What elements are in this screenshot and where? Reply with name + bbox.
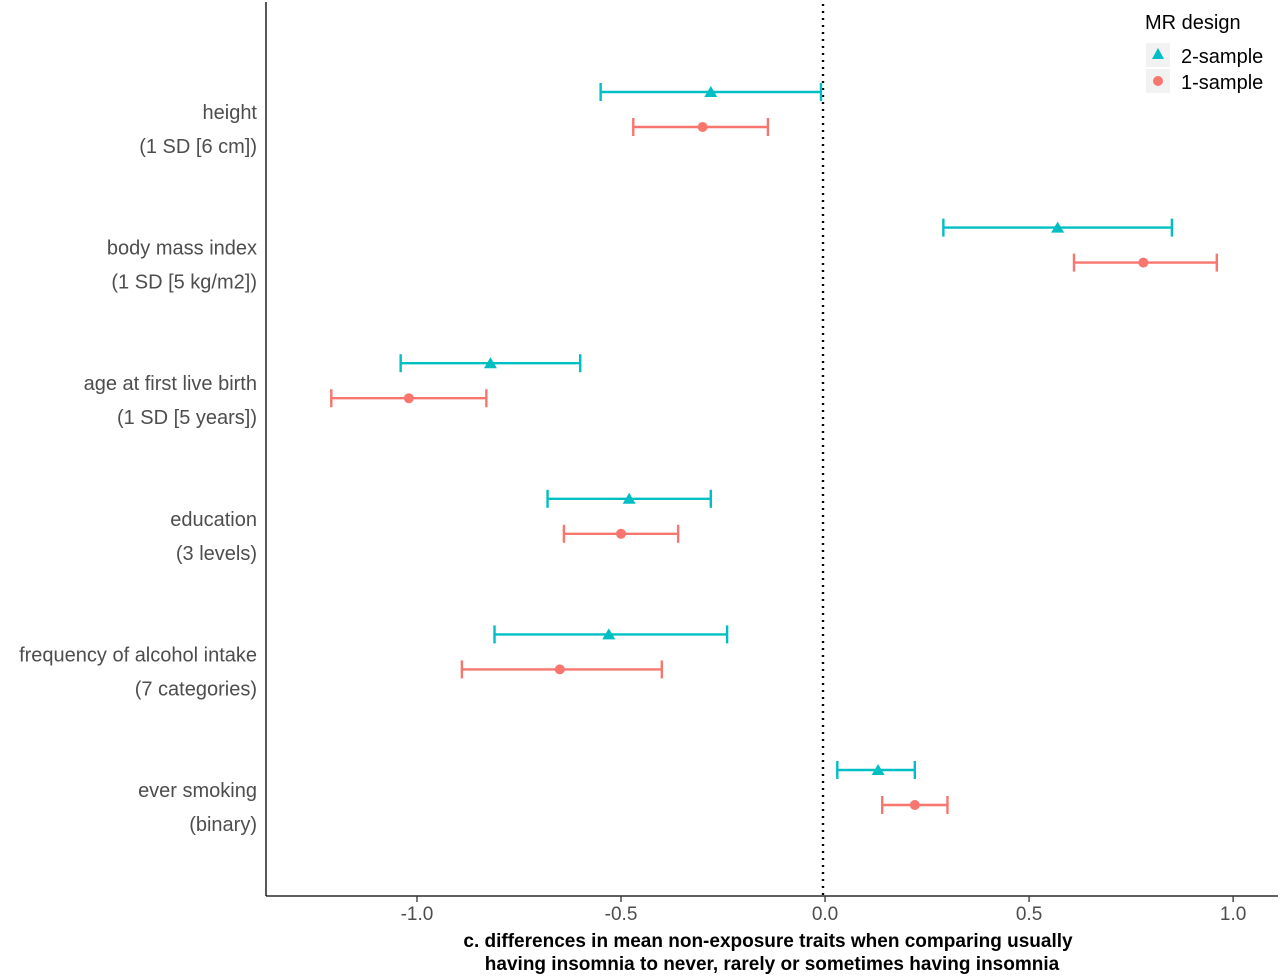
category-label: body mass index (107, 238, 257, 260)
errorbar-1-sample (562, 524, 680, 543)
errorbar-1-sample (880, 796, 949, 814)
category-label: height (203, 102, 258, 124)
legend-label-1-sample: 1-sample (1181, 72, 1263, 94)
point-estimate-triangle (871, 764, 885, 775)
point-estimate-triangle (602, 628, 616, 640)
point-estimate-triangle (1051, 221, 1065, 233)
legend-title: MR design (1145, 12, 1241, 34)
errorbar-1-sample (632, 118, 770, 136)
plot-marks (330, 83, 1218, 814)
x-axis-title-line-1: c. differences in mean non-exposure trai… (463, 931, 1073, 952)
category-label: education (170, 509, 257, 531)
category-label: frequency of alcohol intake (19, 644, 257, 666)
x-axis-title: c. differences in mean non-exposure trai… (463, 931, 1073, 975)
legend-circle-icon (1153, 76, 1163, 86)
point-estimate-circle (697, 122, 708, 132)
errorbar-1-sample (1072, 253, 1218, 272)
category-labels: height (1 SD [6 cm]) body mass index (1 SD … (19, 102, 257, 836)
category-sublabel: (binary) (189, 814, 257, 836)
x-tick-label: 1.0 (1220, 904, 1246, 925)
errorbar-1-sample (330, 389, 488, 408)
point-estimate-circle (909, 800, 920, 810)
category-label: age at first live birth (84, 373, 257, 395)
x-tick-label: 0.0 (812, 904, 838, 925)
point-estimate-triangle (622, 492, 636, 504)
legend-triangle-icon (1152, 48, 1164, 59)
x-tick-label: -1.0 (401, 904, 434, 925)
legend-label-2-sample: 2-sample (1181, 46, 1263, 68)
errorbar-2-sample (546, 489, 712, 508)
category-sublabel: (1 SD [6 cm]) (139, 136, 257, 158)
axes (265, 2, 1278, 897)
errorbar-2-sample (599, 83, 823, 101)
category-sublabel: (1 SD [5 years]) (117, 407, 257, 429)
category-sublabel: (1 SD [5 kg/m2]) (111, 272, 257, 294)
category-sublabel: (7 categories) (135, 678, 257, 700)
errorbar-2-sample (942, 218, 1174, 237)
point-estimate-circle (554, 664, 565, 675)
x-ticks: -1.0 -0.5 0.0 0.5 1.0 (401, 896, 1246, 925)
errorbar-1-sample (460, 660, 664, 679)
errorbar-2-sample (836, 761, 917, 779)
point-estimate-triangle (483, 357, 497, 369)
point-estimate-circle (403, 393, 414, 404)
legend: MR design 2-sample 1-sample (1145, 12, 1263, 94)
x-axis-title-line-2: having insomnia to never, rarely or some… (485, 954, 1060, 975)
errorbar-2-sample (493, 625, 729, 644)
category-sublabel: (3 levels) (176, 543, 257, 565)
point-estimate-triangle (704, 86, 718, 97)
category-label: ever smoking (138, 780, 257, 802)
x-tick-label: 0.5 (1016, 904, 1042, 925)
point-estimate-circle (1138, 257, 1149, 268)
errorbar-2-sample (399, 354, 582, 373)
point-estimate-circle (616, 528, 627, 539)
x-tick-label: -0.5 (605, 904, 638, 925)
